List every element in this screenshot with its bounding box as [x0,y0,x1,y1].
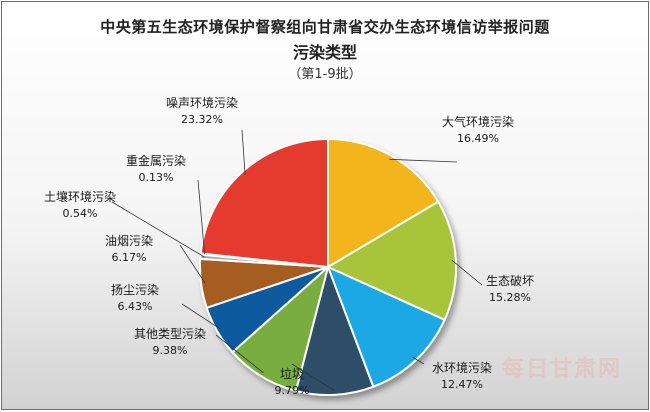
slice-value: 9.38% [153,344,188,357]
leader-line [215,334,264,374]
slice-value: 0.13% [139,171,174,184]
leader-line [179,244,206,284]
slice-label: 重金属污染 [126,153,186,168]
pie-slice [325,200,457,322]
pie-slice [199,137,329,269]
slice-value: 23.32% [181,113,223,126]
leader-line [197,179,205,255]
leader-line [291,363,335,392]
slice-label: 扬尘污染 [111,282,159,297]
slice-label: 大气环境污染 [442,114,514,129]
slice-value: 16.49% [457,132,499,145]
slice-label: 其他类型污染 [134,326,206,341]
pie-slice [231,264,330,393]
slice-value: 9.79% [275,384,310,397]
chart-subtitle: 污染类型 [292,43,357,62]
slice-label: 噪声环境污染 [166,95,238,110]
leader-line [181,303,222,330]
pie-slice [294,263,375,396]
slice-label: 土壤环境污染 [44,189,116,204]
slice-value: 15.28% [489,291,531,304]
chart-note: （第1-9批） [288,67,362,82]
slice-value: 12.47% [441,378,483,391]
leader-line [241,129,246,175]
slice-value: 6.17% [112,251,147,264]
slice-label: 生态破坏 [486,273,534,288]
chart-title: 中央第五生态环境保护督察组向甘肃省交办生态环境信访举报问题 [100,18,550,36]
slice-label: 油烟污染 [105,233,153,248]
pie-slice [327,137,440,269]
leader-line [451,259,483,286]
slice-value: 0.54% [63,207,98,220]
leader-line [412,357,425,365]
slice-label: 水环境污染 [432,360,492,375]
watermark-logo: 每日甘肃网 [501,357,622,382]
slice-label: 垃圾 [280,366,304,381]
leader-line [111,201,205,258]
leader-line [389,158,458,163]
slice-value: 6.43% [118,300,153,313]
pie-slice [326,265,446,388]
